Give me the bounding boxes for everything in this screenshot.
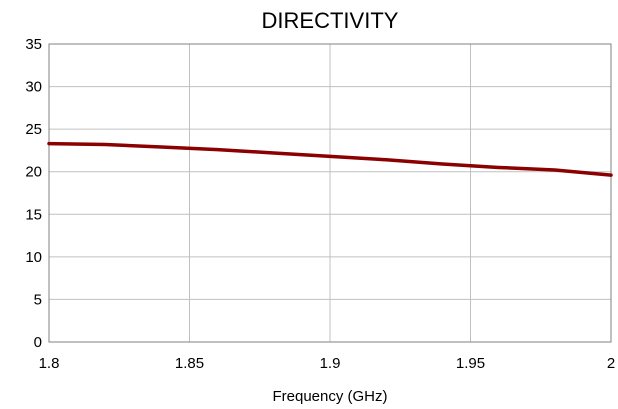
y-tick-label: 35 [25, 36, 42, 53]
chart-title: DIRECTIVITY [262, 8, 399, 33]
x-tick-label: 2 [607, 355, 615, 372]
x-tick-label: 1.9 [320, 355, 341, 372]
y-tick-label: 0 [34, 334, 42, 351]
y-tick-label: 30 [25, 79, 42, 96]
x-tick-label: 1.95 [456, 355, 485, 372]
x-axis-ticks: 1.8 1.85 1.9 1.95 2 [39, 355, 616, 372]
y-tick-label: 10 [25, 249, 42, 266]
plot-area-frame [48, 43, 612, 343]
x-axis-title: Frequency (GHz) [272, 388, 387, 405]
x-tick-label: 1.8 [39, 355, 60, 372]
y-tick-label: 20 [25, 164, 42, 181]
y-axis-ticks: 0 5 10 15 20 25 30 35 [25, 36, 42, 351]
directivity-series-line [47, 141, 613, 177]
y-tick-label: 25 [25, 121, 42, 138]
series-layer [47, 141, 613, 177]
y-tick-label: 5 [34, 291, 42, 308]
y-tick-label: 15 [25, 206, 42, 223]
grid-layer [49, 44, 611, 342]
x-tick-label: 1.85 [175, 355, 204, 372]
